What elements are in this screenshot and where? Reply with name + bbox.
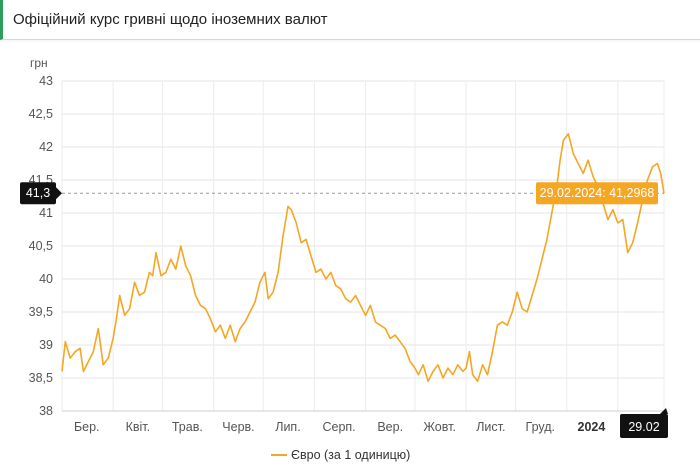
- x-tick-label: Бер.: [74, 420, 100, 434]
- y-axis-label: грн: [30, 56, 48, 70]
- y-tick-label: 39,5: [29, 305, 53, 319]
- y-tick-label: 40,5: [29, 239, 53, 253]
- x-tick-label: Серп.: [322, 420, 355, 434]
- series-lines: [61, 133, 665, 383]
- chart-grid: [61, 80, 665, 412]
- page-title: Офіційний курс гривні щодо іноземних вал…: [13, 11, 328, 28]
- y-tick-label: 42: [39, 140, 53, 154]
- current-date-badge: [620, 414, 668, 438]
- x-axis-ticks: Бер. Квіт. Трав. Черв. Лип. Серп. Вер. Жовт. Лис…: [74, 408, 668, 438]
- chart-legend: Євро (за 1 одиницю): [271, 448, 410, 462]
- chart-overlay: 41,3 29.02.2024: 41,2968: [20, 182, 664, 205]
- y-tick-label: 38: [39, 404, 53, 418]
- tooltip-box: [536, 182, 658, 205]
- x-tick-label: Вер.: [377, 420, 403, 434]
- y-tick-label: 38,5: [29, 371, 53, 385]
- x-tick-label: Трав.: [172, 420, 203, 434]
- x-tick-label: Жовт.: [423, 420, 456, 434]
- current-value-badge-arrow: [56, 187, 62, 200]
- tooltip-text: 29.02.2024: 41,2968: [540, 186, 655, 200]
- y-tick-label: 40: [39, 272, 53, 286]
- x-tick-label: Лист.: [476, 420, 505, 434]
- current-date-label: 29.02: [628, 420, 659, 434]
- y-tick-label: 43: [39, 74, 53, 88]
- x-tick-label: Груд.: [526, 420, 555, 434]
- y-tick-label: 42,5: [29, 107, 53, 121]
- legend-label: Євро (за 1 одиницю): [291, 448, 410, 462]
- current-date-badge-arrow: [660, 408, 668, 414]
- series-line: [61, 133, 665, 383]
- current-value-label: 41,3: [26, 186, 50, 200]
- x-tick-label: Лип.: [275, 420, 300, 434]
- y-tick-label: 39: [39, 338, 53, 352]
- x-tick-label: Черв.: [222, 420, 254, 434]
- x-tick-label: Квіт.: [126, 420, 151, 434]
- current-value-badge: [20, 182, 56, 205]
- x-tick-label: 2024: [578, 420, 606, 434]
- y-tick-label: 41: [39, 206, 53, 220]
- chart-header: Офіційний курс гривні щодо іноземних вал…: [0, 0, 700, 40]
